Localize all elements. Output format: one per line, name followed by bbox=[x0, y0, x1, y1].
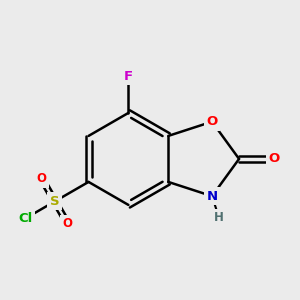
Text: H: H bbox=[214, 211, 224, 224]
Text: N: N bbox=[206, 190, 218, 202]
Text: S: S bbox=[50, 195, 60, 208]
Text: O: O bbox=[63, 218, 73, 230]
Text: O: O bbox=[268, 152, 280, 165]
Text: O: O bbox=[206, 115, 218, 128]
Text: F: F bbox=[124, 70, 133, 83]
Text: Cl: Cl bbox=[19, 212, 33, 225]
Text: O: O bbox=[37, 172, 47, 185]
